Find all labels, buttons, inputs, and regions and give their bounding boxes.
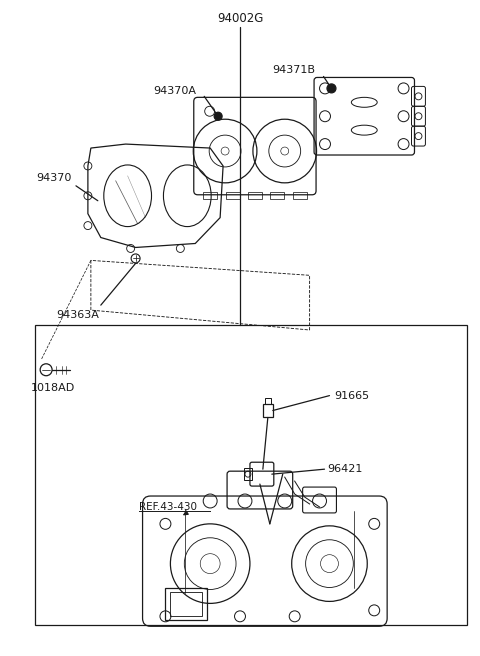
Bar [270,192,284,199]
Text: 96421: 96421 [327,464,363,474]
Bar [263,403,273,417]
Bar [265,398,271,403]
Text: 94370: 94370 [36,173,72,183]
Bar [166,588,207,621]
Text: 94002G: 94002G [217,12,263,26]
Circle shape [327,84,336,93]
Bar [226,192,240,199]
Circle shape [214,112,222,120]
Bar [293,192,307,199]
Bar [170,592,202,617]
Text: 1018AD: 1018AD [31,382,75,393]
Text: REF.43-430: REF.43-430 [139,502,197,512]
Text: 91665: 91665 [335,390,370,401]
Text: 94363A: 94363A [56,310,99,320]
Bar [203,192,217,199]
Bar [35,325,467,625]
Text: 94370A: 94370A [153,87,196,96]
Bar [248,192,262,199]
Bar [244,468,252,480]
Text: 94371B: 94371B [273,64,315,75]
